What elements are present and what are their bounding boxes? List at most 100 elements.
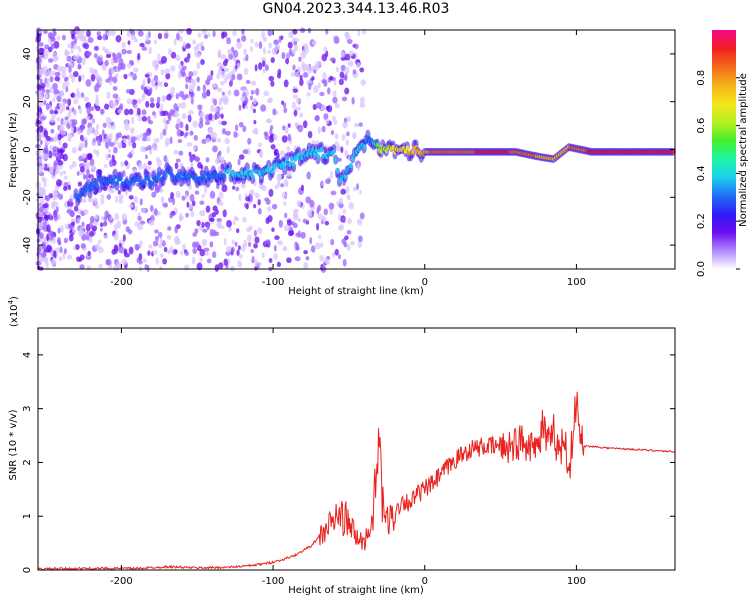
spectrogram-noise-dot: [273, 244, 277, 252]
spectrogram-noise-dot: [110, 100, 114, 108]
spectrogram-noise-dot: [221, 120, 228, 126]
spectrogram-noise-dot: [299, 74, 303, 81]
spectrogram-noise-dot: [253, 204, 257, 209]
spectrogram-ridge-mark: [289, 156, 294, 162]
y-tick-label: 4: [22, 352, 33, 358]
spectrogram-noise-dot: [156, 159, 162, 167]
spectrogram-noise-dot: [244, 104, 249, 110]
spectrogram-noise-dot: [154, 235, 159, 242]
spectrogram-noise-dot: [39, 232, 44, 239]
spectrogram-noise-dot: [186, 27, 192, 35]
spectrogram-noise-dot: [58, 102, 63, 108]
spectrogram-noise-dot: [247, 137, 252, 145]
spectrogram-ridge-mark: [671, 150, 675, 154]
spectrogram-noise-dot: [294, 122, 299, 128]
colorbar-tick-label: 0.6: [696, 118, 707, 134]
spectrogram-noise-dot: [165, 120, 170, 125]
spectrogram-noise-dot: [95, 105, 101, 112]
spectrogram-ridge-mark: [115, 180, 119, 186]
spectrogram-noise-dot: [287, 41, 293, 49]
spectrogram-noise-dot: [147, 77, 151, 84]
spectrogram-noise-dot: [39, 78, 43, 86]
spectrogram-noise-dot: [187, 114, 192, 121]
spectrogram-noise-dot: [224, 97, 229, 104]
spectrogram-noise-dot: [106, 30, 112, 37]
spectrogram-noise-dot: [151, 191, 157, 198]
spectrogram-noise-dot: [104, 103, 110, 110]
spectrogram-noise-dot: [43, 181, 47, 188]
spectrogram-noise-dot: [312, 104, 317, 111]
spectrogram-noise-dot: [76, 217, 81, 224]
spectrogram-noise-dot: [222, 209, 227, 218]
spectrogram-noise-dot: [85, 168, 90, 176]
spectrogram-noise-dot: [178, 36, 184, 43]
x-tick-label: -200: [110, 277, 133, 288]
spectrogram-noise-dot: [88, 197, 94, 203]
spectrogram-noise-dot: [47, 58, 54, 63]
spectrogram-noise-dot: [62, 170, 67, 175]
spectrogram-ridge-mark: [391, 144, 396, 151]
spectrogram-noise-dot: [138, 30, 144, 37]
spectrogram-noise-dot: [48, 104, 52, 111]
spectrogram-noise-dot: [166, 234, 172, 240]
spectrogram-noise-dot: [111, 248, 117, 255]
spectrogram-noise-dot: [207, 32, 211, 38]
spectrogram-noise-dot: [142, 79, 146, 88]
spectrogram-noise-dot: [232, 68, 237, 73]
spectrogram-noise-dot: [192, 79, 196, 88]
spectrogram-noise-dot: [160, 196, 165, 204]
spectrogram-noise-dot: [151, 111, 156, 116]
spectrogram-noise-dot: [201, 238, 208, 247]
spectrogram-noise-dot: [347, 60, 354, 67]
spectrogram-noise-dot: [73, 36, 78, 45]
spectrogram-noise-dot: [328, 202, 335, 210]
spectrogram-noise-dot: [117, 109, 123, 114]
spectrogram-noise-dot: [233, 89, 240, 97]
spectrogram-noise-dot: [147, 160, 152, 166]
spectrogram-noise-dot: [281, 135, 288, 143]
spectrogram-noise-dot: [56, 95, 62, 103]
spectrogram-noise-dot: [73, 98, 79, 105]
spectrogram-noise-dot: [68, 198, 73, 203]
spectrogram-noise-dot: [94, 213, 99, 220]
spectrogram-noise-dot: [93, 149, 97, 155]
spectrogram-noise-dot: [254, 192, 260, 199]
spectrogram-noise-dot: [258, 62, 263, 71]
y-tick-label: -20: [22, 189, 33, 205]
spectrogram-noise-dot: [61, 34, 66, 41]
spectrogram-noise-dot: [358, 235, 363, 243]
spectrogram-noise-dot: [154, 208, 158, 216]
spectrogram-noise-dot: [50, 128, 55, 134]
spectrogram-noise-dot: [62, 142, 68, 149]
spectrogram-noise-dot: [55, 206, 59, 214]
spectrogram-noise-dot: [270, 80, 275, 87]
spectrogram-noise-dot: [353, 122, 359, 128]
spectrogram-noise-dot: [59, 246, 63, 254]
spectrogram-noise-dot: [249, 95, 253, 101]
spectrogram-noise-dot: [39, 67, 46, 75]
spectrogram-noise-dot: [178, 90, 185, 98]
spectrogram-noise-dot: [126, 63, 132, 69]
spectrogram-noise-dot: [139, 145, 146, 153]
spectrogram-noise-dot: [124, 160, 129, 166]
spectrogram-noise-dot: [123, 248, 127, 255]
spectrogram-noise-dot: [352, 186, 357, 192]
spectrogram-noise-dot: [173, 249, 178, 255]
spectrogram-noise-dot: [70, 221, 76, 226]
spectrogram-noise-dot: [49, 86, 54, 94]
spectrogram-noise-dot: [86, 107, 91, 115]
spectrogram-noise-dot: [345, 139, 350, 146]
spectrogram-noise-dot: [36, 111, 42, 118]
spectrogram-noise-dot: [37, 212, 44, 218]
spectrogram-noise-dot: [208, 217, 215, 222]
spectrogram-noise-dot: [106, 213, 111, 219]
spectrogram-noise-dot: [356, 61, 361, 69]
spectrogram-noise-dot: [54, 152, 61, 159]
spectrogram-noise-dot: [128, 108, 134, 115]
spectrogram-noise-dot: [88, 231, 94, 237]
spectrogram-noise-dot: [221, 128, 227, 135]
spectrogram-ridge-mark: [142, 179, 147, 185]
spectrogram-noise-dot: [133, 67, 139, 73]
spectrogram-noise-dot: [137, 223, 144, 231]
spectrogram-noise-dot: [108, 142, 115, 147]
